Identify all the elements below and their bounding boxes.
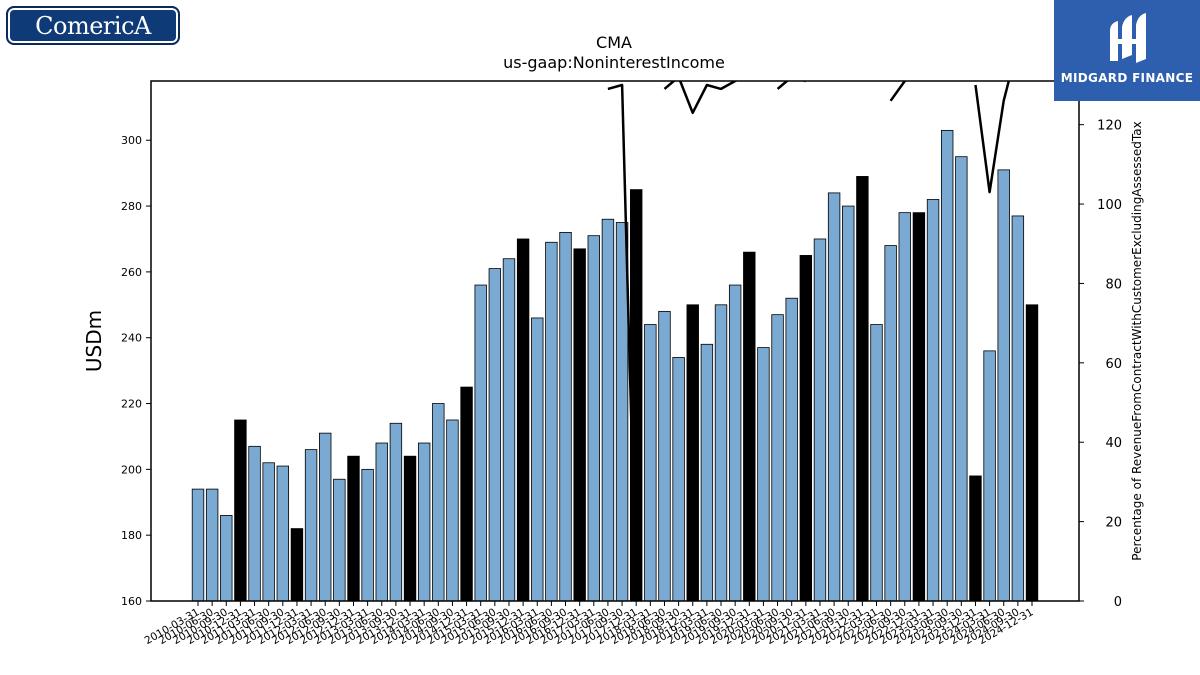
bar-2023-09-30 (955, 156, 968, 602)
bar-2024-03-31 (983, 350, 996, 602)
y-axis-ticks: 160 180 200 220 240 260 280 300 (121, 134, 151, 608)
bar-2019-09-30 (728, 284, 742, 602)
bar-2016-09-30 (559, 231, 572, 602)
bar-2014-12-31 (460, 386, 473, 602)
bar-2014-06-30 (432, 403, 445, 602)
bar-2010-12-31 (234, 419, 247, 602)
y2-tick-label: 20 (1105, 516, 1122, 531)
line-segment (607, 83, 638, 601)
bar-2021-03-31 (813, 238, 827, 602)
bar-2018-06-30 (658, 310, 671, 602)
bar-2022-12-31 (912, 212, 926, 602)
bar-2022-03-31 (870, 324, 883, 602)
bar-2017-12-31 (630, 189, 643, 602)
midgard-finance-logo: MIDGARD FINANCE (1054, 0, 1200, 101)
line-segment (889, 81, 906, 102)
chart-title: CMA (596, 33, 632, 52)
bar-2018-12-31 (686, 304, 699, 602)
y-tick-label: 240 (121, 332, 142, 345)
y-tick-label: 160 (121, 595, 142, 608)
bar-2023-03-31 (926, 199, 940, 602)
bar-2020-03-31 (757, 347, 770, 602)
bar-2021-09-30 (842, 205, 855, 602)
y-tick-label: 180 (121, 529, 142, 542)
bar-2013-06-30 (375, 442, 388, 602)
y2-tick-label: 80 (1105, 277, 1122, 292)
bar-2018-03-31 (644, 324, 657, 602)
y-tick-label: 280 (121, 200, 142, 213)
bar-2011-06-30 (262, 462, 275, 602)
bar-2016-03-31 (531, 317, 544, 602)
comerica-logo-text: ComericA (35, 11, 151, 40)
bar-2021-12-31 (856, 176, 869, 602)
bar-2014-03-31 (417, 442, 431, 602)
line-segment (776, 81, 806, 90)
bar-2020-12-31 (799, 255, 813, 602)
y2-tick-label: 40 (1105, 436, 1122, 451)
y-tick-label: 300 (121, 134, 142, 147)
y2-axis-ticks: 0 20 40 60 80 100 120 (1079, 119, 1122, 610)
bars (191, 129, 1039, 602)
bar-2020-09-30 (785, 297, 798, 602)
line-segment (974, 81, 1011, 194)
bar-2010-09-30 (220, 515, 233, 602)
bar-2019-12-31 (743, 251, 756, 602)
bar-2012-03-31 (304, 449, 318, 602)
bar-2024-12-31 (1025, 304, 1039, 602)
bar-2021-06-30 (827, 192, 841, 602)
y2-axis-label: Percentage of RevenueFromContractWithCus… (1130, 121, 1144, 560)
chart-subtitle: us-gaap:NoninterestIncome (503, 53, 725, 72)
bar-2022-09-30 (898, 212, 911, 602)
bar-2023-06-30 (940, 129, 954, 602)
bar-2012-06-30 (319, 432, 332, 602)
midgard-logo-text: MIDGARD FINANCE (1060, 71, 1194, 85)
bar-2013-03-31 (361, 468, 374, 602)
y-tick-label: 220 (121, 398, 142, 411)
x-axis-ticks: 2010-03-312010-06-302010-09-302010-12-31… (143, 601, 1036, 647)
bar-2013-09-30 (389, 422, 403, 602)
y-tick-label: 260 (121, 266, 142, 279)
bar-2020-06-30 (771, 314, 784, 602)
bar-2018-09-30 (672, 357, 685, 602)
bar-2017-06-30 (601, 218, 615, 602)
bar-2016-06-30 (545, 241, 558, 602)
y2-tick-label: 100 (1097, 198, 1122, 213)
bar-2016-12-31 (573, 248, 586, 602)
bar-2019-06-30 (714, 304, 728, 602)
midgard-mark-icon (1110, 13, 1146, 63)
bar-2017-09-30 (615, 222, 629, 602)
line-segment (663, 81, 738, 115)
comerica-logo: ComericA (6, 6, 180, 45)
y2-tick-label: 0 (1114, 595, 1122, 610)
bar-2019-03-31 (700, 343, 714, 602)
bar-2022-06-30 (884, 245, 897, 602)
bar-2017-03-31 (587, 235, 600, 602)
y2-tick-label: 120 (1097, 119, 1122, 134)
bar-2015-06-30 (488, 268, 502, 602)
bar-2015-09-30 (502, 258, 516, 602)
bar-2015-03-31 (474, 284, 487, 602)
bar-2012-12-31 (347, 455, 360, 602)
bar-2011-03-31 (248, 445, 261, 602)
bar-2024-09-30 (1011, 215, 1025, 602)
bar-2012-09-30 (333, 478, 346, 602)
line-series (607, 81, 1011, 601)
y2-tick-label: 60 (1105, 357, 1122, 372)
y-tick-label: 200 (121, 463, 142, 476)
bar-2024-06-30 (997, 169, 1010, 602)
bar-2015-12-31 (516, 238, 530, 602)
bar-2023-12-31 (969, 475, 982, 602)
y-axis-label: USDm (82, 310, 106, 372)
bar-2011-12-31 (290, 528, 304, 602)
bar-2014-09-30 (446, 419, 459, 602)
bar-2013-12-31 (403, 455, 417, 602)
plot-frame (150, 80, 1080, 602)
bar-2010-06-30 (205, 488, 219, 602)
bar-2011-09-30 (276, 465, 290, 602)
bar-2010-03-31 (191, 488, 205, 602)
